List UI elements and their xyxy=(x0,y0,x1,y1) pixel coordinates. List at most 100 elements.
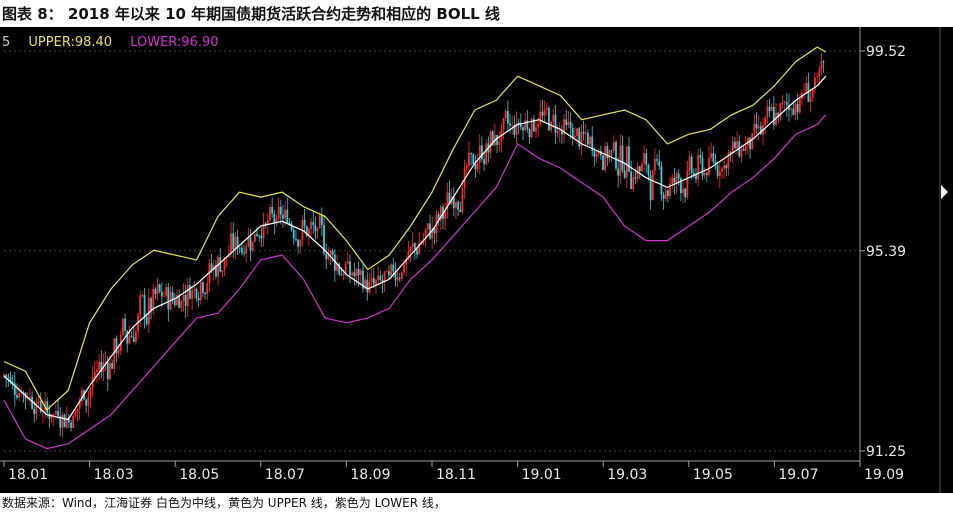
candle-body xyxy=(109,363,111,380)
candle-body xyxy=(197,297,200,301)
candle-body xyxy=(530,118,533,138)
candle-body xyxy=(673,177,676,183)
legend-prefix: 5 xyxy=(2,35,11,50)
candle-body xyxy=(223,257,226,271)
candle-body xyxy=(78,401,81,409)
candle-body xyxy=(811,88,814,98)
candle-body xyxy=(152,288,155,311)
candle-body xyxy=(262,223,265,239)
candle-body xyxy=(93,371,96,378)
candle-body xyxy=(610,150,613,152)
candle-body xyxy=(818,69,821,77)
candle-body xyxy=(273,213,276,224)
candle-body xyxy=(755,123,758,129)
candle-body xyxy=(744,145,747,151)
candle-body xyxy=(749,137,751,150)
candle-body xyxy=(608,150,611,159)
candle-body xyxy=(647,164,650,176)
x-tick-label: 18.09 xyxy=(350,467,390,483)
candle-body xyxy=(418,243,421,255)
candle-body xyxy=(46,401,49,414)
series-line-upper xyxy=(3,46,827,411)
chevron-right-icon[interactable] xyxy=(941,185,948,199)
candle-body xyxy=(790,108,793,111)
candle-body xyxy=(111,363,114,369)
candle-body xyxy=(666,190,669,197)
legend-upper: UPPER:98.40 xyxy=(28,35,113,50)
candle-body xyxy=(344,263,347,274)
candle-body xyxy=(522,127,524,131)
candle-body xyxy=(405,258,408,265)
candle-body xyxy=(139,295,142,316)
candle-body xyxy=(604,146,607,170)
candle-body xyxy=(381,279,384,282)
x-tick-label: 18.05 xyxy=(179,467,219,483)
candle-body xyxy=(502,118,505,130)
candle-body xyxy=(277,206,280,219)
candle-body xyxy=(57,410,59,416)
chart-panel: 91.25 95.39 99.52 18.01 18.03 18.05 18.07 18.09… xyxy=(0,27,953,493)
candle-body xyxy=(308,228,310,236)
candle-body xyxy=(271,206,274,214)
candle-body xyxy=(478,145,481,163)
candle-body xyxy=(424,229,427,240)
candle-body xyxy=(658,160,661,167)
candle-body xyxy=(727,152,730,169)
candle-body xyxy=(409,247,412,252)
candle-body xyxy=(253,233,256,242)
candle-body xyxy=(805,82,808,94)
candle-body xyxy=(340,274,343,276)
candle-body xyxy=(679,178,682,194)
candle-body xyxy=(822,61,825,63)
candle-body xyxy=(692,173,695,175)
candle-body xyxy=(55,410,57,415)
candle-body xyxy=(528,129,531,138)
candle-body xyxy=(379,275,382,280)
candle-body xyxy=(699,155,702,158)
candle-body xyxy=(710,153,713,159)
axes: 91.25 95.39 99.52 18.01 18.03 18.05 18.07 18.09… xyxy=(0,27,941,493)
y-tick-label: 91.25 xyxy=(866,444,906,460)
candle-body xyxy=(651,170,654,201)
candle-body xyxy=(279,206,282,215)
candle-body xyxy=(675,173,678,183)
candle-body xyxy=(37,401,40,403)
candle-body xyxy=(731,141,734,154)
candle-body xyxy=(734,141,736,149)
candle-body xyxy=(567,121,570,126)
candle-body xyxy=(690,156,693,174)
candle-body xyxy=(759,126,762,135)
candle-body xyxy=(792,108,795,115)
candle-body xyxy=(584,132,587,134)
candle-body xyxy=(718,171,721,177)
boll-lines xyxy=(3,46,827,450)
candle-body xyxy=(401,272,403,279)
candle-body xyxy=(333,254,336,271)
y-tick-label: 99.52 xyxy=(866,44,906,60)
candles xyxy=(3,52,825,438)
candle-body xyxy=(189,284,191,299)
candle-body xyxy=(519,124,522,128)
candle-body xyxy=(768,106,771,112)
candle-body xyxy=(398,277,401,279)
y-tick-label: 95.39 xyxy=(866,244,906,260)
candle-body xyxy=(260,235,263,239)
candle-body xyxy=(554,114,557,133)
candle-body xyxy=(329,251,332,256)
candle-body xyxy=(548,107,550,131)
candle-body xyxy=(372,278,375,285)
candle-body xyxy=(669,183,671,197)
candle-body xyxy=(288,222,291,224)
candle-body xyxy=(342,273,345,276)
candle-body xyxy=(29,396,31,398)
candle-body xyxy=(357,269,360,276)
candle-body xyxy=(377,275,380,281)
candle-body xyxy=(130,336,133,338)
candle-body xyxy=(649,175,652,201)
candle-body xyxy=(156,284,159,295)
candle-body xyxy=(565,119,568,126)
candle-body xyxy=(509,123,511,126)
candle-body xyxy=(173,300,176,306)
candle-body xyxy=(323,224,325,254)
candle-body xyxy=(586,132,589,145)
